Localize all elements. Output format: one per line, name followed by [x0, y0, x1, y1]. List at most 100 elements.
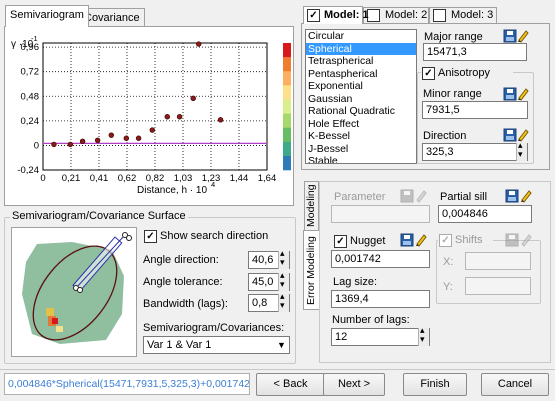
semi-cov-value: Var 1 & Var 1: [147, 339, 212, 351]
partial-sill-input[interactable]: 0,004846: [438, 205, 532, 223]
major-range-input[interactable]: 15471,3: [423, 43, 527, 61]
tab-modeling[interactable]: Modeling: [304, 181, 319, 231]
lag-size-input[interactable]: 1369,4: [331, 290, 430, 308]
nugget-input[interactable]: 0,001742: [331, 250, 430, 268]
tab-covariance[interactable]: Covariance: [79, 8, 145, 28]
model-2-checkbox[interactable]: [367, 9, 380, 22]
data-point: [108, 132, 114, 138]
x-tick-label: 0,82: [146, 173, 165, 184]
colorbar-segment: [283, 113, 291, 128]
x-tick-label: 1,64: [258, 173, 277, 184]
semi-cov-label: Semivariogram/Covariances:: [143, 322, 285, 334]
direction-label: Direction: [423, 130, 467, 142]
number-of-lags-label: Number of lags:: [332, 314, 410, 326]
number-of-lags-spinner[interactable]: [418, 325, 429, 346]
parameter-input: [331, 205, 430, 223]
direction-spinner[interactable]: [516, 140, 527, 161]
next-button[interactable]: Next >: [323, 373, 385, 396]
angle-tolerance-spinner[interactable]: [278, 270, 289, 291]
model-type-item[interactable]: Gaussian: [308, 92, 353, 105]
back-button[interactable]: < Back: [256, 373, 325, 396]
model-2-label: Model: 2: [385, 9, 428, 21]
model-type-item[interactable]: K-Bessel: [308, 130, 351, 142]
x-tick-label: 1,23: [202, 173, 221, 184]
data-point: [196, 41, 202, 47]
model-type-item[interactable]: Circular: [308, 30, 345, 42]
x-axis-exponent: 4: [211, 180, 215, 189]
edit-pencil-icon[interactable]: [516, 87, 530, 101]
x-tick-label: 0,62: [118, 173, 137, 184]
save-icon: [400, 189, 414, 203]
colorbar-segment: [283, 85, 291, 100]
direction-input[interactable]: 325,3: [422, 143, 528, 161]
model-type-item[interactable]: Pentaspherical: [308, 67, 378, 80]
x-tick-label: 0: [40, 173, 45, 184]
save-icon[interactable]: [505, 189, 519, 203]
tab-error-modeling[interactable]: Error Modeling: [303, 230, 320, 310]
cancel-button[interactable]: Cancel: [481, 373, 549, 396]
save-icon[interactable]: [503, 87, 517, 101]
shifts-label: Shifts: [455, 234, 483, 246]
model-1-checkbox[interactable]: ✓: [307, 9, 320, 22]
y-tick-label: 0: [34, 140, 39, 151]
bandwidth-spinner[interactable]: [278, 291, 289, 312]
parameter-label: Parameter: [334, 191, 386, 203]
number-of-lags-value: 12: [335, 331, 348, 343]
model-type-item[interactable]: Hole Effect: [308, 117, 360, 130]
semi-cov-select[interactable]: Var 1 & Var 1: [143, 336, 290, 354]
modeling-panel: [319, 181, 551, 363]
y-tick-label: 0,72: [21, 67, 40, 78]
bandwidth-label: Bandwidth (lags):: [143, 298, 228, 310]
y-axis-exponent: -1: [31, 34, 38, 43]
minor-range-label: Minor range: [423, 88, 482, 100]
direction-value: 325,3: [426, 146, 454, 158]
model-3-checkbox[interactable]: [433, 9, 446, 22]
semivariogram-chart: 0 0,21 0,41 0,62 0,82 1,03 1,23 1,44 1,64 0,96 0,7…: [11, 34, 291, 196]
lag-size-label: Lag size:: [333, 276, 378, 288]
tab-model-2[interactable]: Model: 2: [363, 7, 429, 24]
bottom-divider: [0, 369, 555, 370]
model-type-item[interactable]: J-Bessel: [308, 142, 349, 155]
save-icon: [505, 233, 519, 247]
surface-group-title: Semivariogram/Covariance Surface: [10, 210, 188, 222]
tab-semivariogram[interactable]: Semivariogram: [5, 5, 89, 27]
anisotropy-toggle[interactable]: ✓ Anisotropy: [421, 66, 513, 81]
colorbar-segment: [283, 155, 291, 171]
bandwidth-value: 0,8: [252, 297, 268, 309]
angle-direction-spinner[interactable]: [278, 248, 289, 269]
save-icon[interactable]: [400, 233, 414, 247]
shifts-toggle: ✓ Shifts: [438, 233, 493, 248]
data-point: [149, 127, 155, 133]
shift-y-input: [465, 277, 531, 295]
model-type-item[interactable]: Exponential: [308, 80, 363, 92]
finish-button[interactable]: Finish: [403, 373, 467, 396]
y-axis-label: γ ·10: [11, 39, 34, 50]
tab-model-1[interactable]: ✓ Model: 1: [303, 6, 369, 24]
anisotropy-checkbox[interactable]: ✓: [422, 67, 435, 80]
minor-range-input[interactable]: 7931,5: [422, 101, 528, 119]
model-type-item[interactable]: Stable: [308, 155, 338, 164]
save-icon[interactable]: [503, 128, 517, 142]
number-of-lags-input[interactable]: 12: [331, 328, 430, 346]
show-search-direction-checkbox[interactable]: ✓: [144, 230, 157, 243]
shifts-checkbox: ✓: [439, 234, 452, 247]
x-tick-label: 0,41: [90, 173, 109, 184]
model-type-list[interactable]: Circular Spherical Tetraspherical Pentasphe…: [305, 29, 417, 164]
model-type-item[interactable]: Rational Quadratic: [308, 105, 395, 117]
formula-display: 0,004846*Spherical(15471,7931,5,325,3)+0…: [4, 373, 250, 395]
y-tick-label: -0,24: [17, 165, 39, 176]
edit-pencil-icon: [414, 189, 428, 203]
edit-pencil-icon[interactable]: [414, 233, 428, 247]
model-type-item[interactable]: Tetraspherical: [308, 55, 374, 67]
edit-pencil-icon[interactable]: [519, 189, 533, 203]
save-icon[interactable]: [503, 29, 517, 43]
tab-model-3[interactable]: Model: 3: [429, 7, 497, 24]
partial-sill-label: Partial sill: [440, 191, 488, 203]
nugget-checkbox[interactable]: ✓: [334, 235, 347, 248]
chevron-down-icon[interactable]: ▼: [277, 340, 286, 350]
surface-heatmap: [22, 232, 132, 344]
colorbar-segment: [283, 43, 291, 58]
surface-map[interactable]: [11, 227, 137, 357]
model-type-item[interactable]: Spherical: [306, 42, 416, 55]
edit-pencil-icon[interactable]: [516, 29, 530, 43]
